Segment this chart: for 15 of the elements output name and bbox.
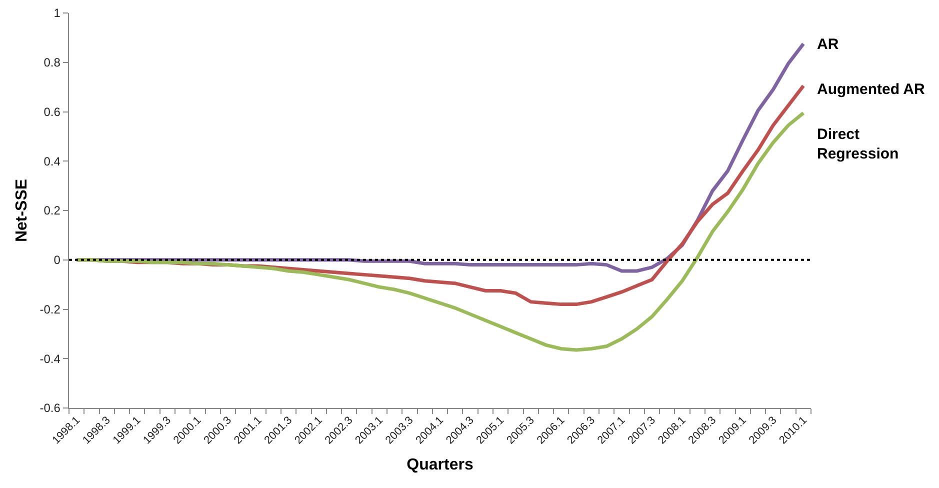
y-tick-label: 0.4: [44, 154, 61, 168]
y-tick-label: 0.6: [44, 104, 61, 119]
y-axis-title: Net-SSE: [14, 178, 31, 242]
y-tick-label: 0.8: [44, 56, 61, 70]
y-tick-label: 0: [54, 253, 61, 268]
series-label: AR: [817, 36, 839, 53]
y-tick-label: -0.6: [40, 401, 61, 416]
series-label: Direct Regression: [817, 126, 899, 162]
y-tick-label: 0.2: [44, 204, 61, 218]
line-series: [74, 111, 806, 352]
x-axis-title: Quarters: [406, 456, 474, 474]
series-label: Augmented AR: [817, 81, 925, 98]
y-tick-label: -0.4: [40, 352, 61, 366]
y-tick-label: 1: [54, 6, 61, 20]
y-tick-label: -0.2: [40, 302, 61, 316]
